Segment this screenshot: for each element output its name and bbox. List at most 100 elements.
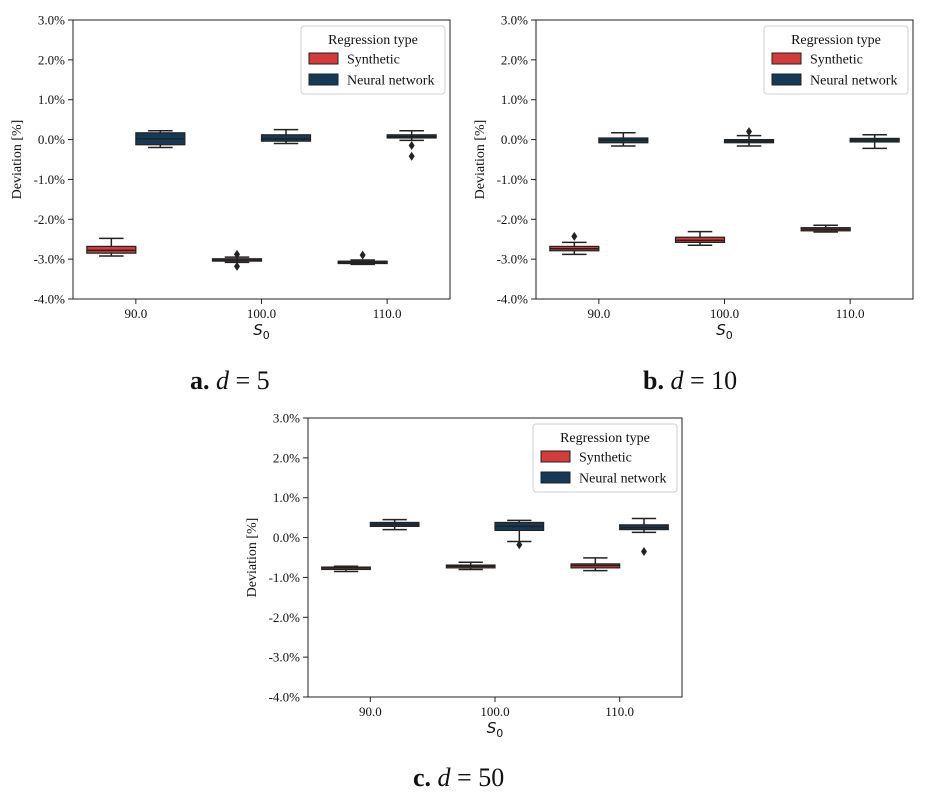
x-tick-label: 90.0 (359, 704, 382, 719)
caption-a-rest: = 5 (229, 366, 270, 395)
y-tick-label: -4.0% (497, 292, 529, 307)
caption-a-var: d (216, 366, 229, 395)
legend: Regression type Synthetic Neural network (763, 25, 909, 95)
caption-c-rest: = 50 (450, 763, 505, 792)
plot-frame (72, 19, 451, 300)
y-axis-label: Deviation [%] (245, 518, 260, 598)
y-tick-label: 3.0% (273, 411, 300, 426)
box-neural-network-100.0 (260, 128, 312, 145)
y-axis-label: Deviation [%] (10, 120, 25, 200)
box-neural-network-100.0 (723, 127, 775, 147)
y-tick-label: -3.0% (497, 252, 529, 267)
box-neural-network-110.0 (386, 130, 437, 161)
legend: Regression type Synthetic Neural network (300, 25, 446, 95)
box-neural-network-110.0 (619, 517, 669, 557)
x-axis-label: S0 (716, 321, 733, 342)
y-tick-label: -1.0% (34, 172, 66, 187)
chart-panel-c: -4.0% -3.0% -2.0% -1.0% 0.0% 1.0% 2.0% 3.0% 90.0… (245, 411, 683, 740)
x-tick-label: 90.0 (124, 306, 147, 321)
box-synthetic-100.0 (674, 230, 726, 246)
box-synthetic-90.0 (321, 565, 371, 573)
box-synthetic-90.0 (86, 237, 137, 257)
caption-c: c. d = 50 (413, 763, 504, 793)
legend-label: Neural network (810, 74, 897, 89)
y-tick-label: 1.0% (501, 92, 528, 107)
y-tick-label: -4.0% (269, 690, 301, 705)
legend-title: Regression type (328, 33, 418, 48)
y-tick-label: 0.0% (273, 530, 300, 545)
legend-label: Synthetic (347, 53, 400, 68)
y-tick-label: 0.0% (38, 132, 65, 147)
legend-label: Neural network (579, 472, 666, 487)
y-tick-label: 2.0% (501, 52, 528, 67)
box-neural-network-90.0 (369, 518, 420, 531)
outlier-point (746, 127, 753, 137)
y-tick-label: 3.0% (38, 13, 65, 28)
legend-swatch-synthetic (308, 52, 339, 65)
box-synthetic-110.0 (800, 224, 851, 233)
caption-a: a. d = 5 (190, 366, 270, 396)
box-body (260, 134, 312, 142)
x-tick-label: 90.0 (587, 306, 610, 321)
outlier-point (408, 141, 415, 151)
x-tick-label: 100.0 (710, 306, 739, 321)
x-tick-label: 100.0 (480, 704, 509, 719)
y-tick-label: 3.0% (501, 13, 528, 28)
chart-panel-b: -4.0% -3.0% -2.0% -1.0% 0.0% 1.0% 2.0% 3.0% 90.0… (473, 13, 914, 342)
caption-b-rest: = 10 (683, 366, 738, 395)
y-tick-label: -1.0% (269, 570, 301, 585)
box-synthetic-100.0 (211, 249, 263, 271)
caption-c-prefix: c. (413, 763, 432, 792)
box-neural-network-90.0 (598, 132, 649, 147)
y-tick-label: 1.0% (273, 490, 300, 505)
caption-b: b. d = 10 (643, 366, 737, 396)
y-tick-label: 2.0% (38, 52, 65, 67)
x-tick-label: 100.0 (247, 306, 276, 321)
legend-title: Regression type (560, 431, 650, 446)
caption-c-var: d (437, 763, 451, 792)
legend-swatch-neural-network (308, 73, 339, 86)
x-axis-label: S0 (487, 719, 504, 740)
outlier-point (640, 547, 647, 557)
box-synthetic-110.0 (337, 250, 388, 266)
y-tick-label: 2.0% (273, 450, 300, 465)
x-tick-label: 110.0 (373, 306, 402, 321)
outlier-point (233, 261, 240, 271)
plot-frame (535, 19, 914, 300)
y-tick-label: -1.0% (497, 172, 529, 187)
y-tick-label: -2.0% (34, 212, 66, 227)
x-tick-label: 110.0 (836, 306, 865, 321)
y-tick-label: -2.0% (269, 610, 301, 625)
y-axis-label: Deviation [%] (473, 120, 488, 200)
y-tick-label: 1.0% (38, 92, 65, 107)
y-tick-label: -3.0% (34, 252, 66, 267)
plot-frame (307, 417, 683, 698)
legend: Regression type Synthetic Neural network (532, 423, 678, 493)
box-neural-network-90.0 (135, 130, 186, 149)
outlier-point (359, 250, 366, 260)
box-synthetic-100.0 (445, 561, 496, 571)
caption-b-var: d (670, 366, 684, 395)
legend-swatch-neural-network (540, 471, 571, 484)
outlier-point (233, 249, 240, 259)
box-neural-network-100.0 (494, 519, 545, 550)
legend-label: Synthetic (579, 451, 632, 466)
y-tick-label: 0.0% (501, 132, 528, 147)
caption-b-prefix: b. (643, 366, 664, 395)
legend-label: Synthetic (810, 53, 863, 68)
y-tick-label: -2.0% (497, 212, 529, 227)
outlier-point (408, 151, 415, 161)
legend-title: Regression type (791, 33, 881, 48)
outlier-point (571, 231, 578, 241)
legend-swatch-synthetic (771, 52, 802, 65)
legend-label: Neural network (347, 74, 434, 89)
legend-swatch-synthetic (540, 450, 571, 463)
x-tick-label: 110.0 (605, 704, 634, 719)
y-tick-label: -4.0% (34, 292, 66, 307)
box-synthetic-110.0 (570, 557, 621, 572)
caption-a-prefix: a. (190, 366, 210, 395)
x-axis-label: S0 (253, 321, 270, 342)
chart-panel-a: -4.0% -3.0% -2.0% -1.0% 0.0% 1.0% 2.0% 3.0% 90.0… (10, 13, 451, 342)
y-tick-label: -3.0% (269, 650, 301, 665)
